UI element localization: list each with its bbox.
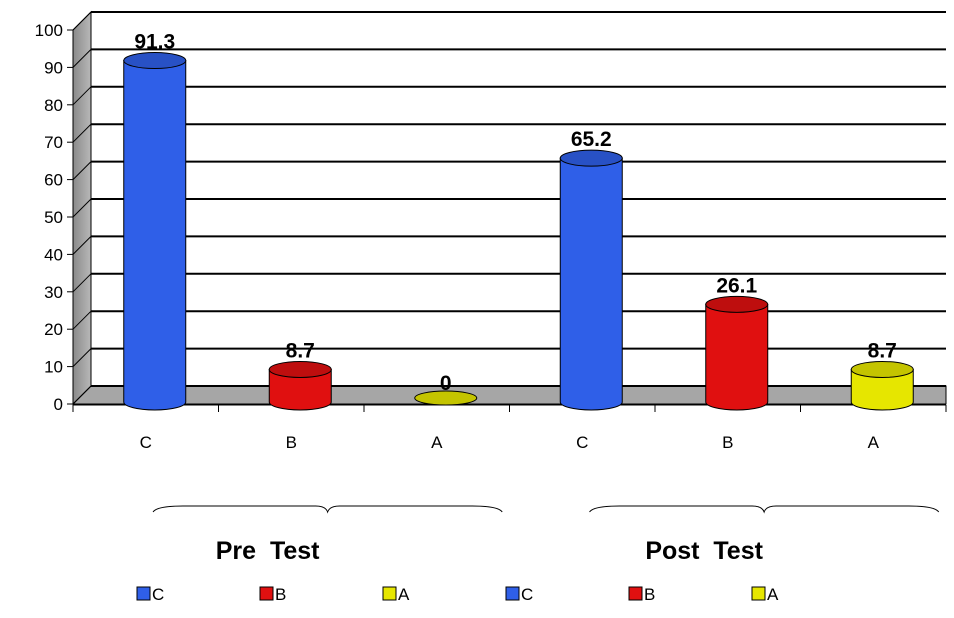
bars xyxy=(123,52,914,411)
axes: 0 10 20 30 40 50 60 70 80 90 100 C B A C B A xyxy=(35,21,947,452)
group-label: Pre Test xyxy=(216,537,320,565)
gridline-wall xyxy=(72,11,92,31)
gridline-wall xyxy=(72,161,92,180)
y-tick-label: 80 xyxy=(44,96,63,115)
bar-top xyxy=(705,295,769,313)
gridline-wall xyxy=(72,49,92,68)
gridlines xyxy=(72,11,946,405)
bar-1 xyxy=(268,360,332,411)
legend-swatch xyxy=(505,586,520,601)
legend-entry: A xyxy=(751,585,779,604)
x-category-label: A xyxy=(431,433,443,452)
gridline-wall xyxy=(72,236,92,255)
y-tick-label: 30 xyxy=(44,283,63,302)
legend-swatch xyxy=(751,586,766,601)
bar-top xyxy=(123,52,187,70)
bar-body xyxy=(559,157,623,411)
legend-entry: C xyxy=(505,585,533,604)
bar-4 xyxy=(705,295,769,411)
y-tick-label: 40 xyxy=(44,245,63,264)
x-category-label: C xyxy=(576,433,588,452)
data-label: 26.1 xyxy=(716,274,757,297)
bar-top xyxy=(268,360,332,378)
bar-body xyxy=(850,368,914,411)
legend-label: B xyxy=(644,585,655,604)
x-category-label: B xyxy=(286,433,297,452)
legend-entry: C xyxy=(136,585,164,604)
gridline-wall xyxy=(72,348,92,367)
bar-top xyxy=(414,390,478,406)
x-category-label: B xyxy=(722,433,733,452)
legend-swatch xyxy=(382,586,397,601)
gridline-wall xyxy=(72,123,92,143)
legend-swatch xyxy=(136,586,151,601)
y-tick-label: 90 xyxy=(44,58,63,77)
gridline-wall xyxy=(72,385,92,405)
legend-label: A xyxy=(767,585,779,604)
group-labels: Pre Test Post Test xyxy=(152,505,940,565)
gridline-wall xyxy=(72,310,92,330)
data-label: 91.3 xyxy=(134,31,175,54)
bar-0 xyxy=(123,52,187,411)
legend-swatch xyxy=(259,586,274,601)
data-labels: 91.3 8.7 0 65.2 26.1 8.7 xyxy=(134,31,897,395)
y-tick-label: 20 xyxy=(44,320,63,339)
y-tick-label: 10 xyxy=(44,358,63,377)
bar-2 xyxy=(414,390,478,406)
y-tick-label: 60 xyxy=(44,171,63,190)
data-label: 8.7 xyxy=(868,339,897,362)
gridline-wall xyxy=(72,198,92,218)
group-brace xyxy=(589,505,940,514)
chart-walls xyxy=(71,10,947,406)
bar-3 xyxy=(559,149,623,411)
bar-body xyxy=(268,368,332,411)
data-label: 0 xyxy=(440,372,452,395)
group-label: Post Test xyxy=(645,537,763,565)
legend-label: B xyxy=(275,585,286,604)
bar-5 xyxy=(850,360,914,411)
y-tick-label: 0 xyxy=(54,395,63,414)
bar-top xyxy=(850,360,914,378)
bar-top xyxy=(559,149,623,167)
legend-swatch xyxy=(628,586,643,601)
x-category-label: C xyxy=(140,433,152,452)
y-tick-label: 70 xyxy=(44,133,63,152)
data-label: 8.7 xyxy=(286,339,315,362)
legend-label: C xyxy=(152,585,164,604)
bar-body xyxy=(705,303,769,411)
y-tick-label: 100 xyxy=(35,21,63,40)
gridline-wall xyxy=(72,86,92,106)
legend-entry: B xyxy=(628,585,655,604)
legend-label: C xyxy=(521,585,533,604)
data-label: 65.2 xyxy=(571,128,612,151)
legend-entry: A xyxy=(382,585,410,604)
chart-floor xyxy=(71,385,947,405)
y-tick-label: 50 xyxy=(44,208,63,227)
legend-label: A xyxy=(398,585,410,604)
group-brace xyxy=(152,505,503,514)
bar-body xyxy=(123,60,187,411)
gridline-wall xyxy=(72,273,92,293)
legend-entry: B xyxy=(259,585,286,604)
x-category-label: A xyxy=(868,433,880,452)
